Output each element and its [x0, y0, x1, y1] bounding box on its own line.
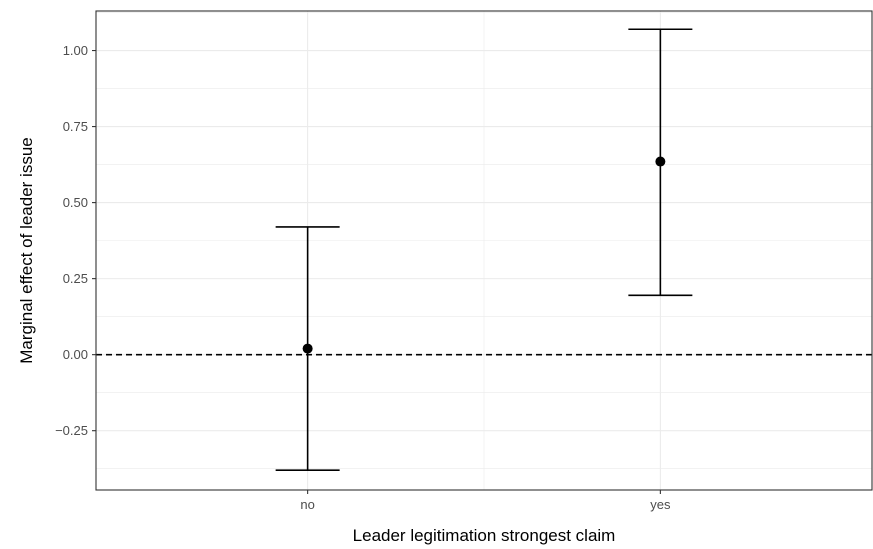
point-estimate-yes — [655, 156, 666, 167]
y-tick-label: 1.00 — [63, 43, 88, 58]
marks-layer — [275, 28, 693, 472]
y-tick-label: 0.75 — [63, 119, 88, 134]
axis-layer: −0.25 0.00 0.25 0.50 0.75 1.00 no yes — [55, 43, 671, 512]
y-tick-label: 0.50 — [63, 195, 88, 210]
point-estimate-no — [302, 343, 313, 354]
y-tick-label: 0.25 — [63, 271, 88, 286]
x-tick-label-no: no — [300, 497, 314, 512]
grid-layer — [96, 11, 872, 490]
y-tick-label: 0.00 — [63, 347, 88, 362]
y-axis-title: Marginal effect of leader issue — [17, 137, 36, 363]
y-tick-label: −0.25 — [55, 423, 88, 438]
panel-border — [95, 10, 873, 491]
x-axis-title: Leader legitimation strongest claim — [353, 526, 616, 545]
x-tick-label-yes: yes — [650, 497, 671, 512]
